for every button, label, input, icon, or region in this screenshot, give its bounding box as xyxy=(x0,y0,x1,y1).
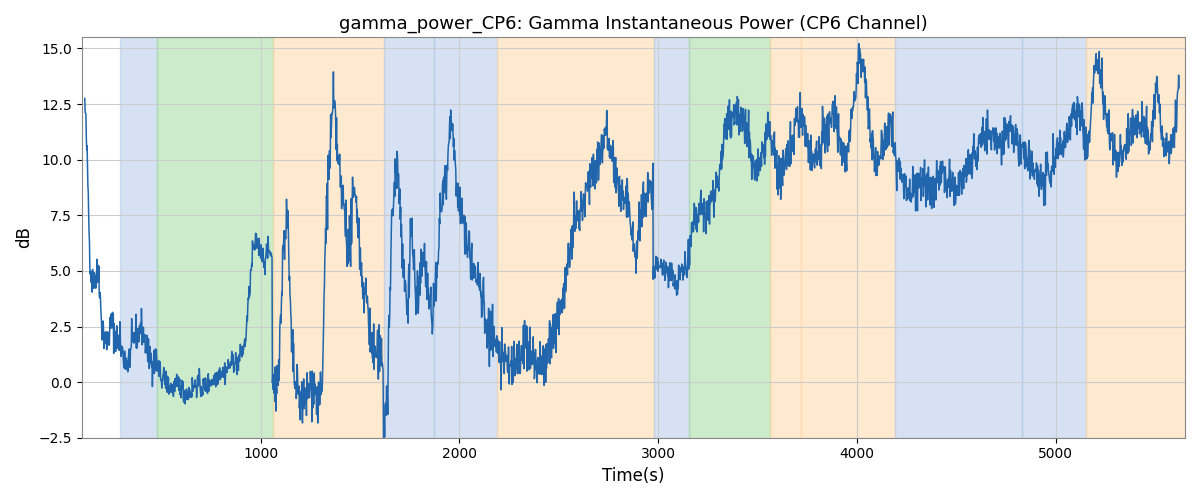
Title: gamma_power_CP6: Gamma Instantaneous Power (CP6 Channel): gamma_power_CP6: Gamma Instantaneous Pow… xyxy=(340,15,928,34)
Bar xyxy=(689,38,769,438)
Bar xyxy=(1086,38,1186,438)
Bar xyxy=(384,38,433,438)
Bar xyxy=(157,38,272,438)
Bar xyxy=(1022,38,1086,438)
Y-axis label: dB: dB xyxy=(14,226,34,248)
Bar xyxy=(272,38,384,438)
Bar xyxy=(497,38,654,438)
Bar xyxy=(769,38,802,438)
Bar xyxy=(120,38,157,438)
Bar xyxy=(654,38,689,438)
Bar xyxy=(895,38,1022,438)
X-axis label: Time(s): Time(s) xyxy=(602,467,665,485)
Bar xyxy=(802,38,895,438)
Bar xyxy=(433,38,497,438)
